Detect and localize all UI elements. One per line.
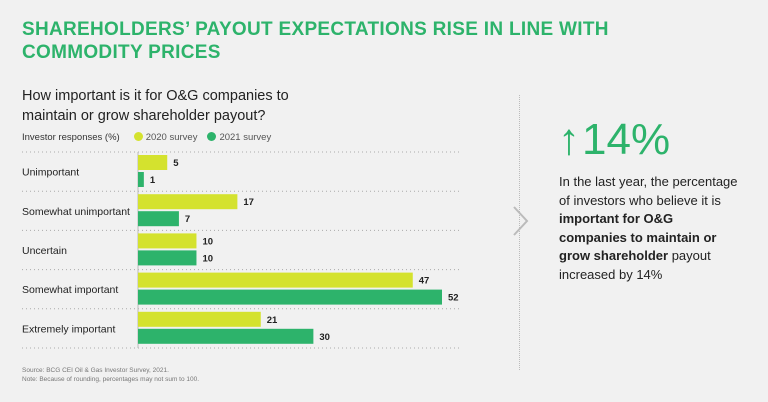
data-label: 52 [448,293,459,304]
bar-2020 [138,233,197,249]
category-label: Extremely important [22,323,115,335]
bar-2020 [138,194,238,210]
bar-2021 [138,289,442,305]
data-label: 47 [419,276,430,287]
bar-2021 [138,250,197,266]
bar-2020 [138,155,168,170]
callout-stat: ↑ 14% [558,115,671,164]
category-label: Somewhat unimportant [22,206,130,218]
data-label: 10 [202,236,213,247]
category-label: Uncertain [22,245,67,257]
footnote: Source: BCG CEI Oil & Gas Investor Surve… [22,367,200,383]
bar-2020 [138,311,261,327]
chart-question: How important is it for O&G companies to… [22,88,289,124]
data-label: 1 [150,175,156,186]
legend: Investor responses (%) 2020 survey 2021 … [22,132,271,143]
data-label: 10 [202,253,213,264]
legend-2021: 2021 survey [207,132,271,143]
bar-2021 [138,328,314,344]
bar-2021 [138,172,144,187]
arrow-up-icon: ↑ [558,115,580,164]
category-label: Unimportant [22,167,79,179]
legend-dot-2020 [133,132,143,141]
chevron-right-icon [513,206,529,236]
category-label: Somewhat important [22,284,118,296]
axis-label: Investor responses (%) [22,132,120,143]
bar-2020 [138,272,413,288]
page-title: SHAREHOLDERS’ PAYOUT EXPECTATIONS RISE I… [22,19,609,63]
callout-text: In the last year, the percentage of inve… [559,174,738,282]
data-label: 21 [267,315,278,326]
data-label: 7 [185,214,190,225]
data-label: 17 [243,197,254,208]
divider [519,95,520,370]
legend-2020: 2020 survey [133,132,197,143]
data-label: 5 [173,158,179,169]
data-label: 30 [319,332,330,343]
legend-dot-2021 [207,132,217,141]
bar-2021 [138,211,179,227]
